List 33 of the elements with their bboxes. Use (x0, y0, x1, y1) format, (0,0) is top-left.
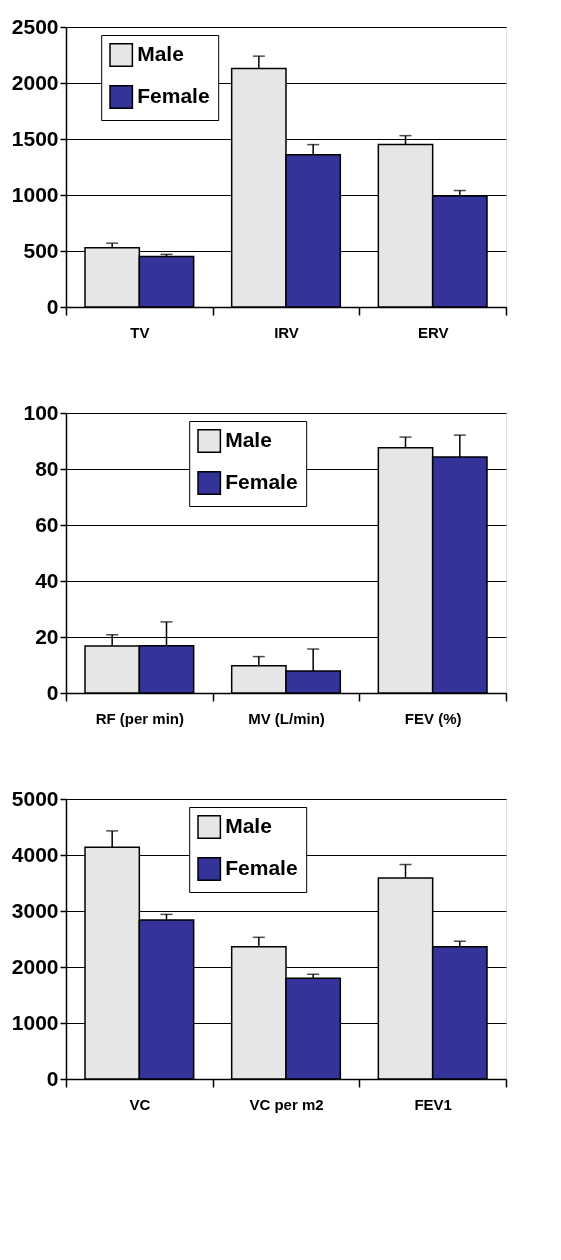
y-tick-label: 1000 (11, 1010, 59, 1034)
y-tick-label: 500 (23, 238, 59, 262)
y-tick-label: 20 (35, 624, 59, 648)
y-tick-label: 4000 (11, 842, 59, 866)
y-tick-label: 2000 (11, 954, 59, 978)
x-tick-label: VC per m2 (249, 1095, 324, 1113)
legend-label: Female (225, 856, 298, 879)
legend-label: Male (225, 428, 272, 451)
legend-label: Female (225, 470, 298, 493)
y-tick-label: 1000 (11, 182, 59, 206)
x-tick-label: TV (130, 323, 150, 341)
legend-label: Male (225, 814, 272, 837)
y-tick-label: 0 (46, 1066, 59, 1090)
y-tick-label: 40 (35, 568, 59, 592)
x-tick-label: MV (L/min) (248, 709, 325, 727)
y-tick-label: 100 (23, 400, 59, 424)
x-tick-label: FEV1 (414, 1095, 452, 1113)
y-tick-label: 1500 (11, 126, 59, 150)
y-tick-label: 5000 (11, 786, 59, 810)
x-tick-label: ERV (417, 323, 449, 341)
y-tick-label: 0 (46, 680, 59, 704)
y-tick-label: 80 (35, 456, 59, 480)
y-tick-label: 2000 (11, 70, 59, 94)
legend-label: Male (137, 42, 184, 65)
x-tick-label: FEV (%) (404, 709, 462, 727)
y-tick-label: 2500 (11, 14, 59, 38)
y-tick-label: 0 (46, 294, 59, 318)
x-tick-label: RF (per min) (95, 709, 185, 727)
legend-label: Female (137, 84, 210, 107)
y-tick-label: 3000 (11, 898, 59, 922)
x-tick-label: VC (129, 1095, 151, 1113)
x-tick-label: IRV (274, 323, 299, 341)
y-tick-label: 60 (35, 512, 59, 536)
